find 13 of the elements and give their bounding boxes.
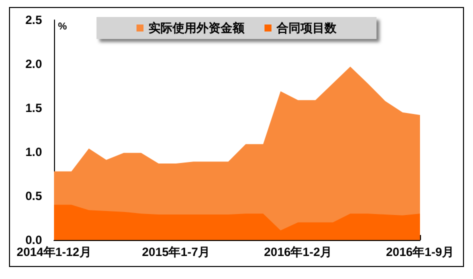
x-tick-label: 2016年1-9月 — [386, 245, 454, 259]
x-tick-label: 2015年1-7月 — [142, 245, 210, 259]
y-tick-label: 2.0 — [25, 57, 42, 71]
y-tick-label: 0.5 — [25, 189, 42, 203]
y-axis-title: % — [58, 22, 67, 32]
x-tick-label: 2016年1-2月 — [264, 245, 332, 259]
y-tick-label: 1.0 — [25, 145, 42, 159]
x-tick-label: 2014年1-12月 — [16, 245, 92, 259]
y-tick-label: 0.0 — [25, 233, 42, 247]
y-tick-label: 1.5 — [25, 101, 42, 115]
legend-label: 合同项目数 — [276, 21, 338, 35]
legend-label: 实际使用外资金额 — [148, 21, 246, 35]
y-tick-label: 2.5 — [25, 13, 42, 27]
